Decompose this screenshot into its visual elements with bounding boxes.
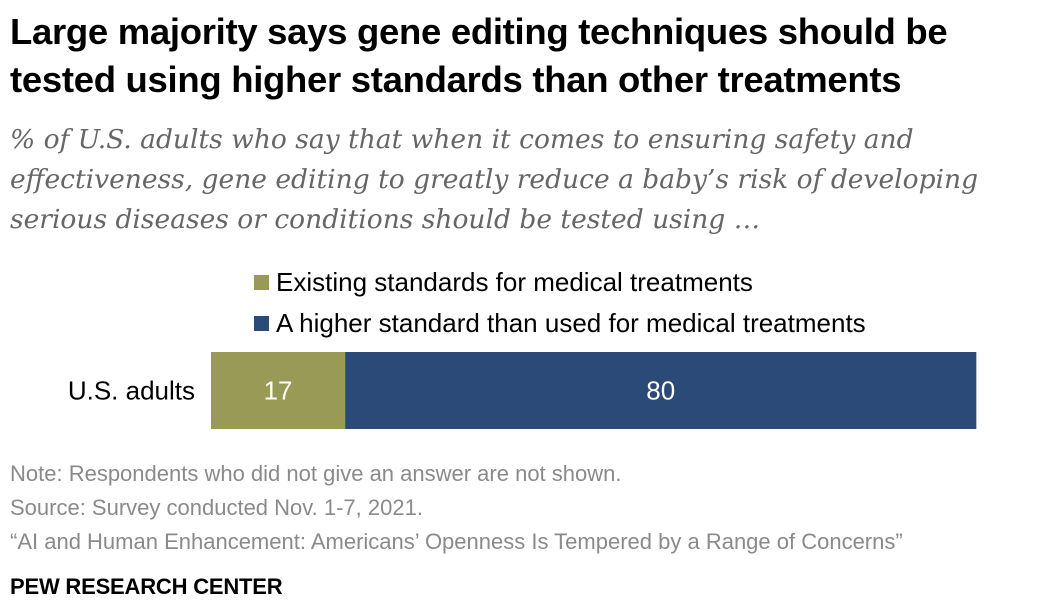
legend-item-existing: Existing standards for medical treatment…	[254, 262, 866, 303]
chart-title: Large majority says gene editing techniq…	[10, 11, 948, 100]
legend: Existing standards for medical treatment…	[254, 262, 866, 344]
legend-item-higher: A higher standard than used for medical …	[254, 303, 866, 344]
report-title-text: “AI and Human Enhancement: Americans’ Op…	[10, 529, 903, 554]
legend-swatch-existing	[254, 275, 269, 290]
data-label-existing: 17	[264, 376, 293, 406]
source-text: Source: Survey conducted Nov. 1-7, 2021.	[10, 495, 423, 520]
category-label-us-adults: U.S. adults	[68, 376, 195, 406]
stacked-bar-chart: U.S. adults 17 80	[68, 352, 977, 429]
bar-segment-existing	[211, 352, 346, 429]
legend-label-higher: A higher standard than used for medical …	[276, 308, 866, 338]
brand-logo-text: PEW RESEARCH CENTER	[10, 574, 283, 599]
legend-swatch-higher	[254, 316, 269, 331]
data-label-higher: 80	[646, 376, 675, 406]
chart-subtitle: % of U.S. adults who say that when it co…	[10, 124, 979, 235]
note-text: Note: Respondents who did not give an an…	[10, 461, 622, 486]
chart-notes: Note: Respondents who did not give an an…	[10, 457, 903, 559]
bar-segment-higher	[345, 352, 977, 429]
legend-label-existing: Existing standards for medical treatment…	[276, 267, 753, 297]
